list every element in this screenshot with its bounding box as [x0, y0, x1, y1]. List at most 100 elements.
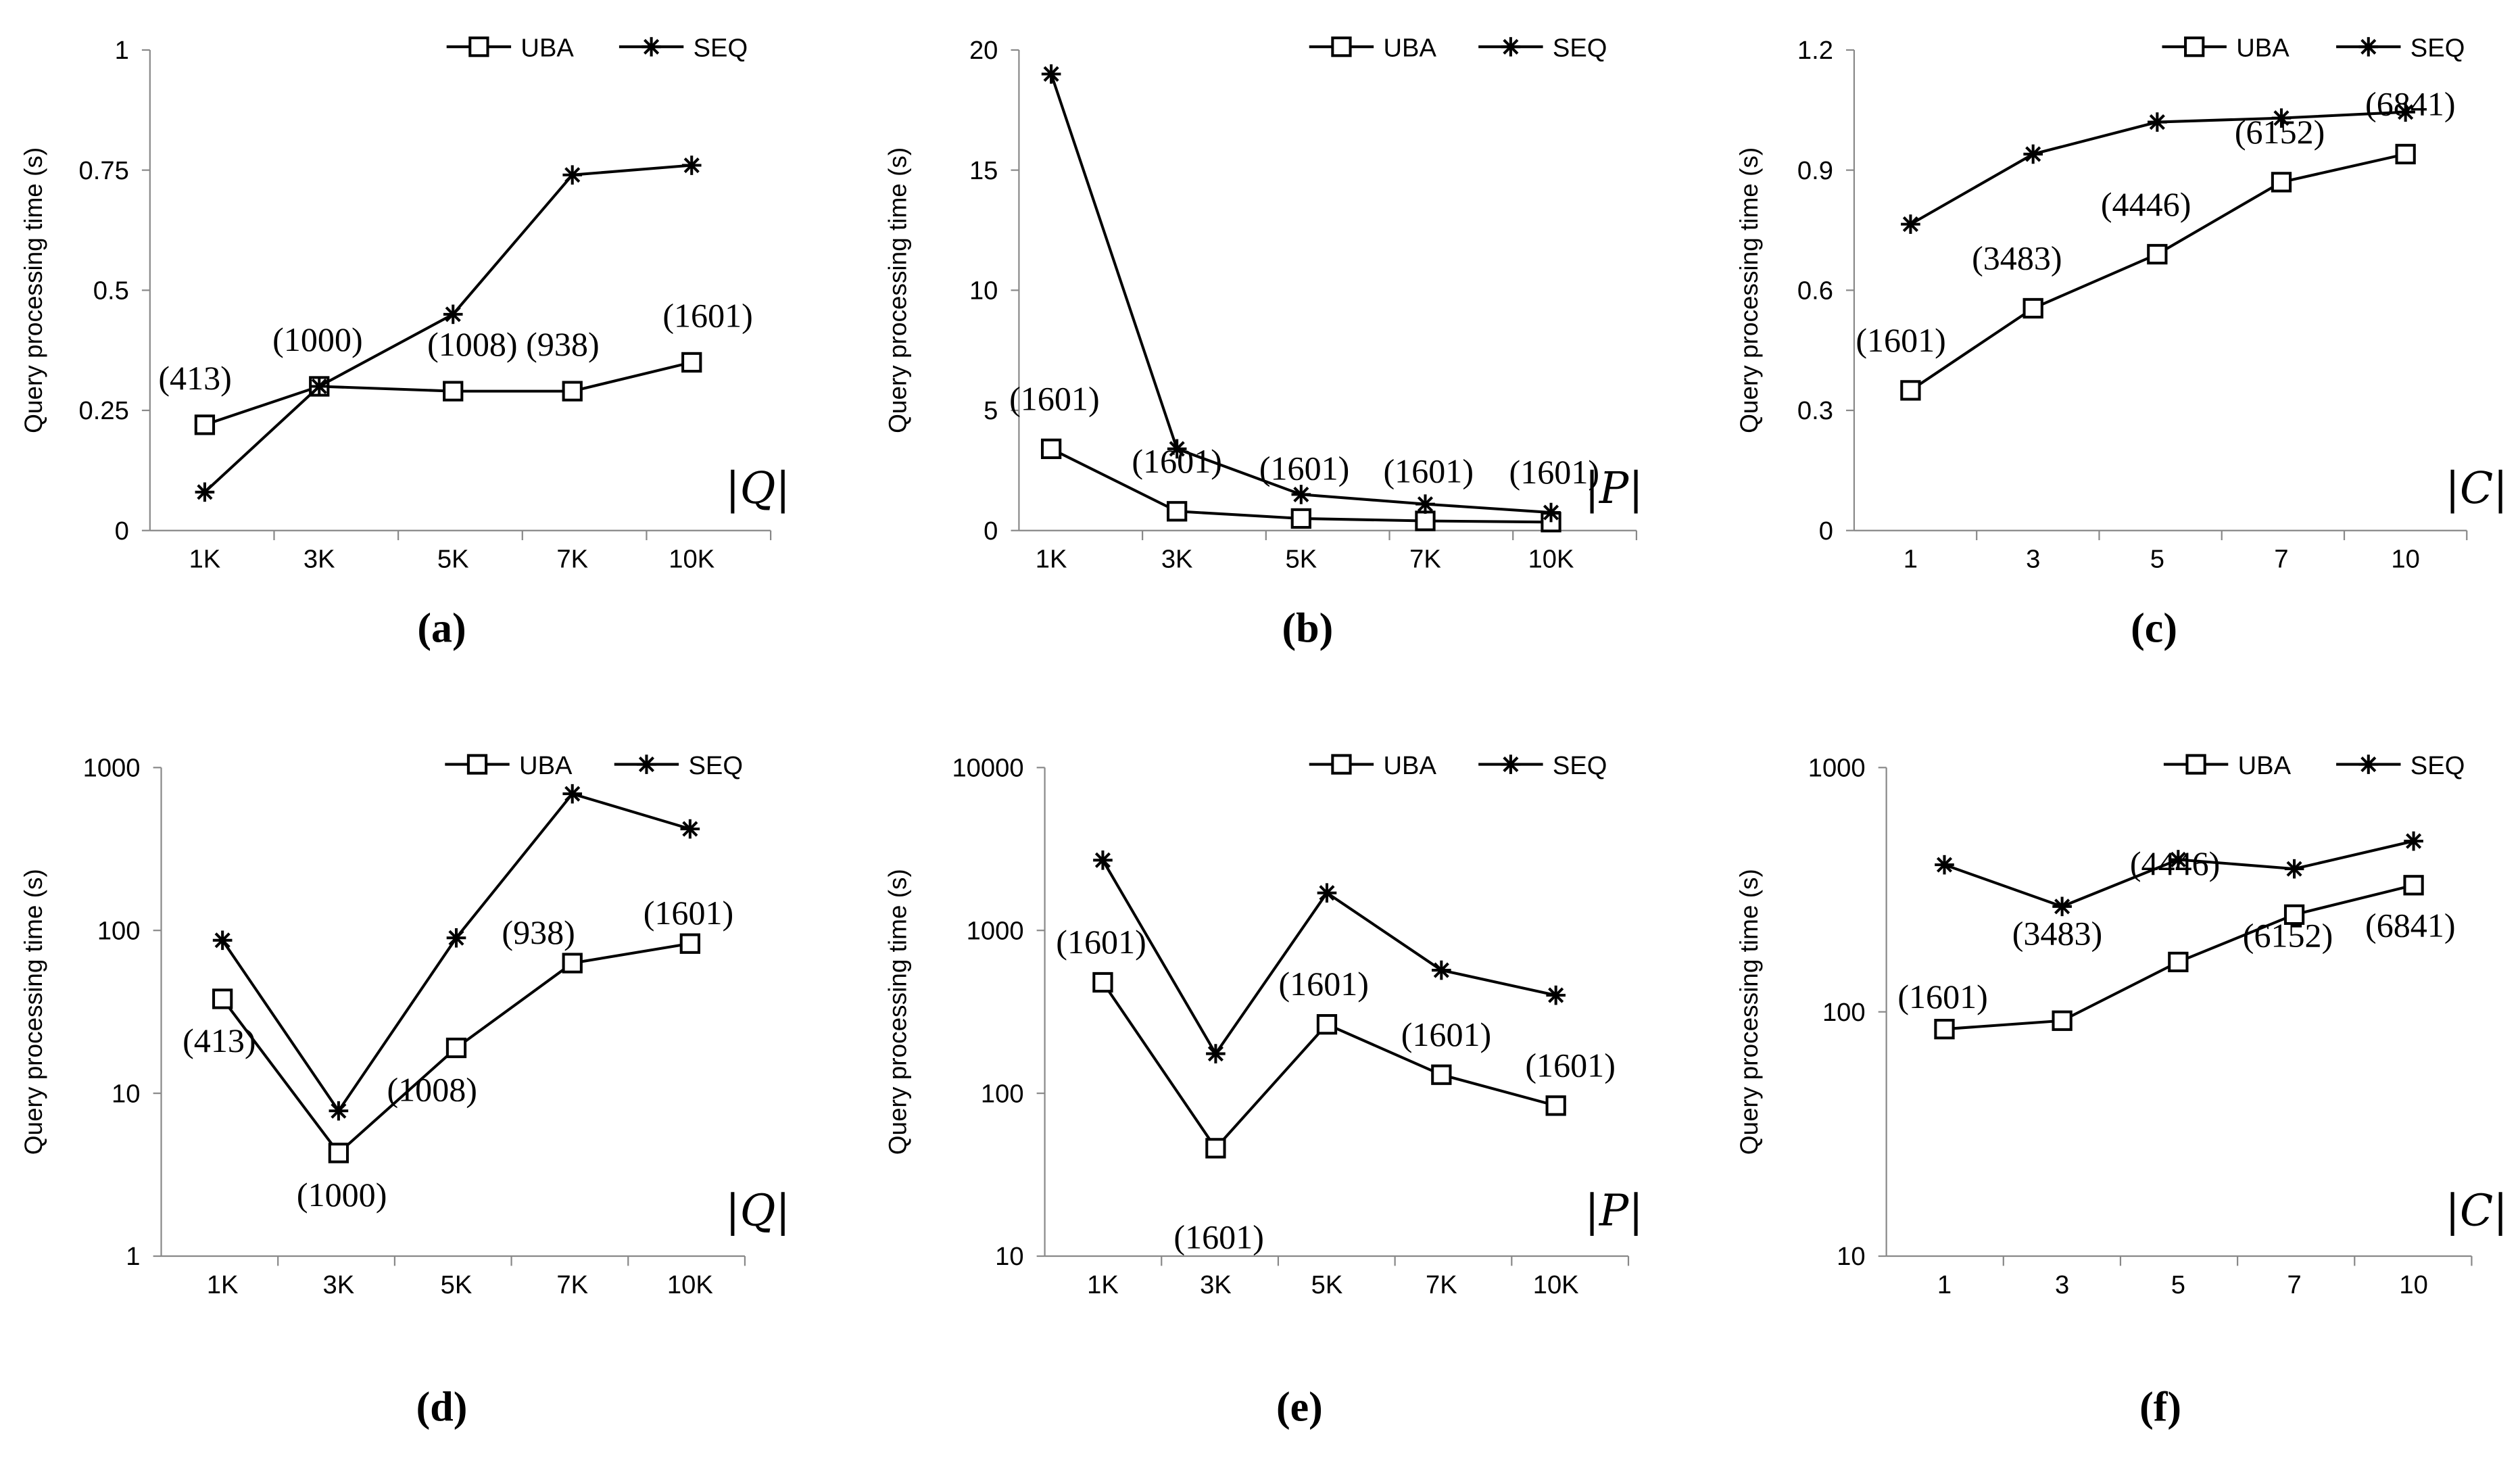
- point-count-label: (1008): [427, 325, 518, 363]
- data-point-uba: [1900, 380, 1921, 401]
- data-point-seq: [2148, 112, 2167, 132]
- point-count-label: (1601): [1525, 1046, 1616, 1084]
- x-axis-variable-label: |C|: [2445, 1186, 2508, 1237]
- y-tick-label: 10: [1837, 1242, 1865, 1271]
- y-tick-label: 10: [969, 276, 998, 305]
- x-axis-variable-label: |Q|: [725, 463, 790, 514]
- data-point-seq: [2168, 850, 2188, 869]
- data-point-seq: [443, 304, 463, 325]
- data-point-uba: [1167, 501, 1188, 522]
- x-tick-label: 1K: [189, 545, 221, 574]
- data-point-seq: [1167, 439, 1187, 459]
- data-point-uba: [1040, 438, 1062, 460]
- data-point-uba: [1092, 972, 1113, 993]
- y-tick-label: 10: [995, 1242, 1023, 1271]
- y-axis-title: Query processing time (s): [1735, 147, 1763, 433]
- x-tick-label: 5K: [1285, 545, 1317, 574]
- y-tick-label: 0: [1819, 517, 1833, 546]
- point-count-label: (3483): [2012, 915, 2103, 953]
- data-point-seq: [1546, 985, 1566, 1005]
- y-tick-label: 1: [115, 36, 129, 65]
- point-count-label: (1601): [1056, 923, 1146, 961]
- data-point-uba: [1934, 1019, 1955, 1040]
- legend: UBA SEQ: [2163, 751, 2465, 780]
- x-tick-label: 5K: [437, 545, 469, 574]
- legend-uba-marker: [466, 754, 488, 775]
- point-count-label: (1008): [387, 1071, 477, 1109]
- data-point-uba: [1545, 1095, 1566, 1116]
- data-point-uba: [2395, 143, 2416, 165]
- legend-seq-marker: [641, 37, 661, 57]
- point-count-label: (1601): [1259, 450, 1350, 487]
- data-point-seq: [2404, 831, 2423, 851]
- x-tick-label: 1: [1904, 545, 1918, 574]
- data-point-seq: [680, 819, 700, 839]
- data-point-uba: [1205, 1138, 1226, 1159]
- legend-uba-marker: [468, 37, 489, 57]
- panel-caption: (f): [2139, 1384, 2181, 1430]
- y-tick-label: 100: [1822, 998, 1866, 1027]
- panel-caption: (e): [1276, 1384, 1323, 1430]
- y-axis-title: Query processing time (s): [20, 869, 47, 1155]
- x-tick-label: 5K: [441, 1270, 472, 1299]
- point-count-label: (6152): [2243, 917, 2333, 955]
- point-count-label: (1601): [1132, 442, 1222, 480]
- data-point-uba: [2052, 1010, 2073, 1031]
- legend-seq-label: SEQ: [1553, 751, 1607, 780]
- point-count-label: (6841): [2365, 907, 2456, 944]
- y-axis-title: Query processing time (s): [1735, 869, 1763, 1155]
- legend-seq-marker: [2358, 37, 2379, 57]
- data-point-uba: [445, 1037, 467, 1059]
- legend: UBA SEQ: [446, 33, 748, 62]
- chart-panel-b: 0 5 10 15 20 1K 3K 5K 7K 10K Query processing time…: [883, 33, 1643, 651]
- data-point-uba: [212, 988, 233, 1009]
- data-point-seq: [212, 930, 233, 951]
- legend-seq-marker: [637, 754, 656, 774]
- legend: UBA SEQ: [2162, 33, 2465, 62]
- point-count-label: (1601): [1509, 453, 1600, 491]
- x-tick-label: 7K: [1426, 1270, 1457, 1299]
- y-tick-label: 0.5: [93, 276, 129, 305]
- x-tick-label: 7K: [556, 1270, 588, 1299]
- x-tick-label: 7K: [1409, 545, 1441, 574]
- data-point-uba: [681, 352, 702, 373]
- y-tick-label: 20: [969, 36, 998, 65]
- data-point-uba: [2283, 904, 2305, 926]
- data-point-seq: [1901, 214, 1920, 234]
- y-tick-label: 1000: [83, 753, 141, 782]
- series-line-seq: [221, 792, 691, 1113]
- y-tick-label: 10000: [952, 753, 1023, 782]
- data-point-seq: [2284, 859, 2304, 879]
- x-tick-label: 3K: [304, 545, 335, 574]
- x-axis-variable-label: |P|: [1584, 463, 1643, 514]
- data-point-seq: [195, 482, 215, 502]
- y-tick-label: 0.3: [1797, 396, 1833, 425]
- x-tick-label: 10K: [669, 545, 714, 574]
- point-count-label: (1601): [662, 296, 753, 334]
- point-count-label: (1601): [1856, 321, 1946, 359]
- point-count-label: (413): [158, 359, 231, 397]
- y-tick-label: 100: [97, 916, 141, 945]
- y-tick-label: 15: [969, 156, 998, 185]
- data-point-uba: [1431, 1064, 1452, 1085]
- x-tick-label: 1K: [1087, 1270, 1119, 1299]
- point-count-label: (1601): [644, 894, 734, 932]
- point-count-label: (1601): [1278, 965, 1369, 1003]
- x-axis-variable-label: |C|: [2445, 463, 2508, 514]
- x-tick-label: 7: [2287, 1270, 2301, 1299]
- data-point-uba: [679, 933, 700, 954]
- y-tick-label: 100: [981, 1079, 1024, 1108]
- data-point-uba: [2147, 243, 2168, 265]
- data-point-seq: [1935, 855, 1954, 875]
- legend-seq-label: SEQ: [1553, 33, 1607, 62]
- point-count-label: (1601): [1401, 1015, 1492, 1053]
- legend-seq-label: SEQ: [2410, 751, 2465, 780]
- y-axis-title: Query processing time (s): [883, 869, 911, 1155]
- legend-seq-marker: [1501, 754, 1521, 774]
- x-tick-label: 10: [2399, 1270, 2427, 1299]
- legend: UBA SEQ: [1309, 751, 1607, 780]
- y-tick-label: 5: [984, 396, 998, 425]
- x-tick-label: 10K: [1533, 1270, 1579, 1299]
- point-count-label: (4446): [2101, 185, 2191, 223]
- data-point-uba: [2271, 172, 2292, 193]
